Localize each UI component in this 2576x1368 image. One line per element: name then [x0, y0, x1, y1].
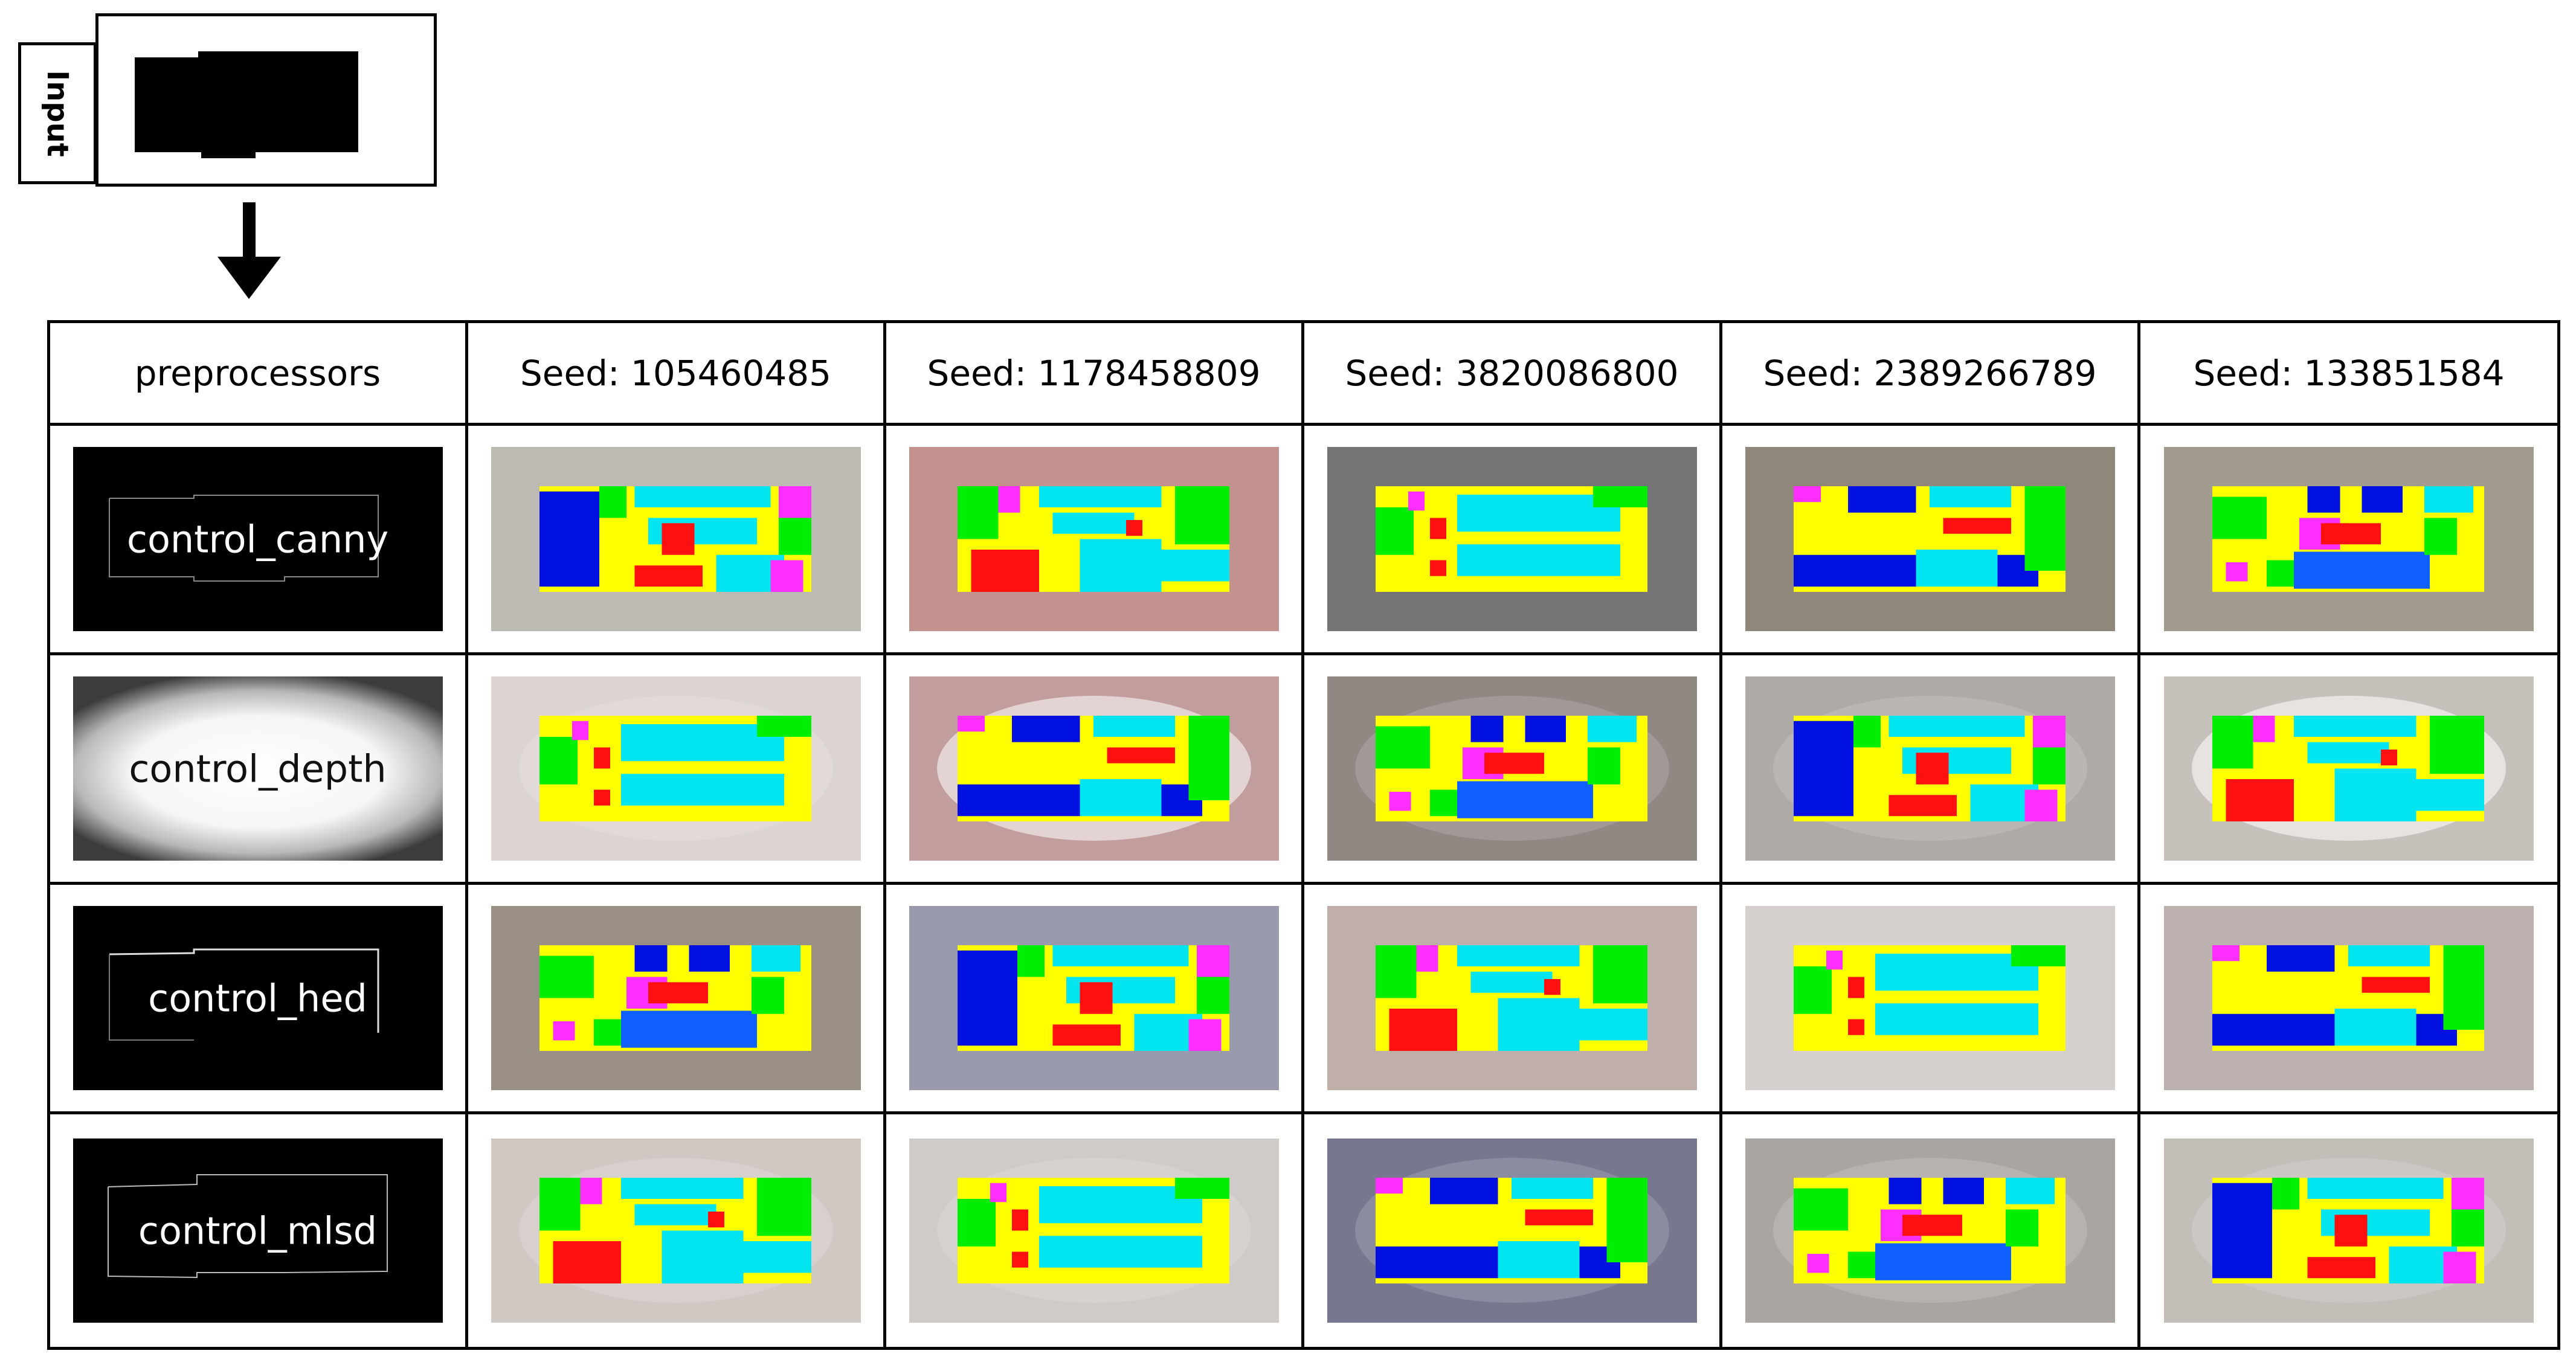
- floorplan-drawing: [1327, 676, 1697, 861]
- result-cell: [2140, 885, 2557, 1114]
- input-image: [95, 13, 437, 187]
- floorplan-drawing: [909, 676, 1279, 861]
- result-cell: [1722, 1114, 2140, 1347]
- floorplan-drawing: [1327, 906, 1697, 1090]
- result-cell: [468, 885, 886, 1114]
- floorplan-drawing: [491, 1138, 861, 1323]
- result-cell: [2140, 1114, 2557, 1347]
- generated-floorplan-image: [1745, 676, 2115, 861]
- result-cell: [886, 426, 1304, 655]
- generated-floorplan-image: [909, 1138, 1279, 1323]
- header-seed-2: Seed: 1178458809: [886, 323, 1304, 426]
- input-label: Input: [40, 69, 74, 157]
- preprocessor-cell-hed: control_hed: [50, 885, 468, 1114]
- floorplan-drawing: [909, 906, 1279, 1090]
- floorplan-drawing: [1327, 1138, 1697, 1323]
- result-cell: [1304, 1114, 1722, 1347]
- seed-label-4: Seed: 2389266789: [1763, 352, 2097, 394]
- floorplan-drawing: [1745, 676, 2115, 861]
- generated-floorplan-image: [491, 447, 861, 631]
- generated-floorplan-image: [491, 676, 861, 861]
- floorplan-drawing: [1327, 447, 1697, 631]
- floorplan-drawing: [2164, 676, 2534, 861]
- seed-label-1: Seed: 105460485: [520, 352, 832, 394]
- floorplan-drawing: [1745, 447, 2115, 631]
- floorplan-drawing: [909, 1138, 1279, 1323]
- mlsd-outline: [107, 1174, 388, 1279]
- generated-floorplan-image: [909, 676, 1279, 861]
- result-cell: [468, 426, 886, 655]
- result-cell: [1722, 885, 2140, 1114]
- result-cell: [2140, 426, 2557, 655]
- header-preprocessors: preprocessors: [50, 323, 468, 426]
- canny-edge-image: control_canny: [72, 447, 443, 631]
- result-cell: [1304, 885, 1722, 1114]
- result-cell: [1304, 655, 1722, 885]
- result-cell: [468, 1114, 886, 1347]
- generated-floorplan-image: [1745, 1138, 2115, 1323]
- input-footprint-shape: [135, 51, 358, 158]
- preprocessor-cell-canny: control_canny: [50, 426, 468, 655]
- generated-floorplan-image: [491, 1138, 861, 1323]
- header-preprocessors-text: preprocessors: [134, 352, 381, 394]
- seed-label-3: Seed: 3820086800: [1345, 352, 1679, 394]
- preprocessor-label-mlsd: control_mlsd: [138, 1209, 378, 1253]
- generated-floorplan-image: [491, 906, 861, 1090]
- floorplan-drawing: [1745, 906, 2115, 1090]
- floorplan-drawing: [2164, 1138, 2534, 1323]
- seed-label-5: Seed: 133851584: [2193, 352, 2505, 394]
- generated-floorplan-image: [1327, 676, 1697, 861]
- header-seed-1: Seed: 105460485: [468, 323, 886, 426]
- generated-floorplan-image: [2164, 447, 2534, 631]
- floorplan-drawing: [909, 447, 1279, 631]
- preprocessor-label-hed: control_hed: [148, 976, 367, 1020]
- depth-map-image: control_depth: [72, 676, 443, 861]
- results-table: preprocessors Seed: 105460485 Seed: 1178…: [47, 320, 2560, 1350]
- floorplan-drawing: [2164, 906, 2534, 1090]
- floorplan-drawing: [491, 906, 861, 1090]
- preprocessor-cell-depth: control_depth: [50, 655, 468, 885]
- input-label-box: Input: [18, 42, 97, 184]
- floorplan-drawing: [1745, 1138, 2115, 1323]
- generated-floorplan-image: [1745, 906, 2115, 1090]
- result-cell: [886, 885, 1304, 1114]
- result-cell: [2140, 655, 2557, 885]
- generated-floorplan-image: [2164, 676, 2534, 861]
- hed-edge-image: control_hed: [72, 906, 443, 1090]
- generated-floorplan-image: [1327, 1138, 1697, 1323]
- generated-floorplan-image: [2164, 906, 2534, 1090]
- canny-outline: [108, 495, 379, 582]
- floorplan-drawing: [491, 676, 861, 861]
- result-cell: [1722, 655, 2140, 885]
- down-arrow-icon: [217, 202, 281, 299]
- result-cell: [886, 1114, 1304, 1347]
- generated-floorplan-image: [1327, 906, 1697, 1090]
- floorplan-drawing: [491, 447, 861, 631]
- preprocessor-cell-mlsd: control_mlsd: [50, 1114, 468, 1347]
- preprocessor-label-canny: control_canny: [126, 517, 389, 561]
- generated-floorplan-image: [1745, 447, 2115, 631]
- header-seed-5: Seed: 133851584: [2140, 323, 2557, 426]
- mlsd-line-image: control_mlsd: [72, 1138, 443, 1323]
- result-cell: [468, 655, 886, 885]
- generated-floorplan-image: [909, 447, 1279, 631]
- preprocessor-label-depth: control_depth: [129, 747, 387, 791]
- result-cell: [886, 655, 1304, 885]
- floorplan-drawing: [2164, 447, 2534, 631]
- result-cell: [1722, 426, 2140, 655]
- generated-floorplan-image: [2164, 1138, 2534, 1323]
- generated-floorplan-image: [1327, 447, 1697, 631]
- hed-outline: [108, 948, 379, 1041]
- generated-floorplan-image: [909, 906, 1279, 1090]
- seed-label-2: Seed: 1178458809: [927, 352, 1261, 394]
- header-seed-3: Seed: 3820086800: [1304, 323, 1722, 426]
- header-seed-4: Seed: 2389266789: [1722, 323, 2140, 426]
- result-cell: [1304, 426, 1722, 655]
